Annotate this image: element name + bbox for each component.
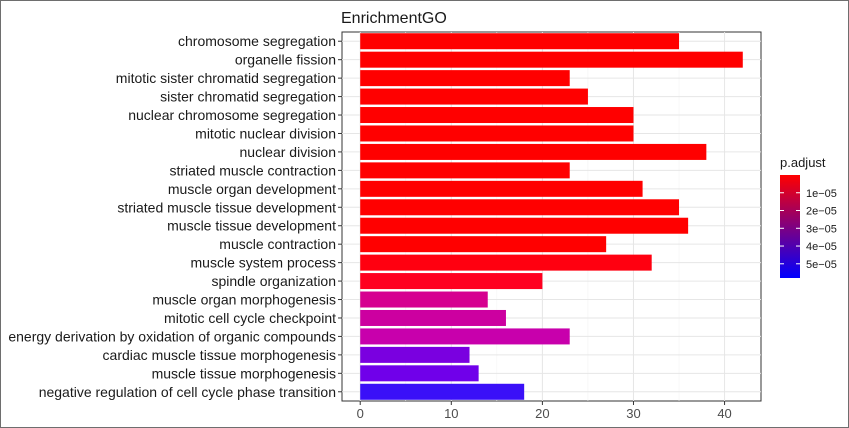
bar	[360, 309, 506, 326]
category-label: mitotic sister chromatid segregation	[116, 70, 336, 86]
bar	[360, 254, 652, 271]
category-label: muscle organ morphogenesis	[152, 292, 336, 308]
legend-title: p.adjust	[780, 155, 826, 170]
category-label: spindle organization	[211, 273, 336, 289]
bar	[360, 291, 488, 308]
category-labels: chromosome segregation organelle fission m…	[8, 33, 342, 400]
colorbar	[780, 175, 800, 278]
colorbar-tick-label: 4e−05	[806, 241, 837, 253]
category-label: mitotic nuclear division	[195, 125, 336, 141]
bar	[360, 51, 743, 68]
colorbar-tick-label: 5e−05	[806, 259, 837, 271]
category-label: mitotic cell cycle checkpoint	[164, 310, 336, 326]
bar	[360, 33, 680, 50]
category-label: muscle system process	[191, 255, 336, 271]
category-label: cardiac muscle tissue morphogenesis	[103, 347, 336, 363]
x-tick-label: 40	[717, 406, 731, 421]
x-tick-label: 0	[357, 406, 364, 421]
category-label: chromosome segregation	[178, 33, 336, 49]
category-label: nuclear chromosome segregation	[128, 107, 336, 123]
category-label: negative regulation of cell cycle phase …	[39, 384, 336, 400]
category-label: striated muscle tissue development	[117, 199, 336, 215]
category-label: muscle tissue development	[167, 218, 336, 234]
bar	[360, 143, 707, 160]
category-label: organelle fission	[235, 52, 336, 68]
x-tick-label: 10	[444, 406, 458, 421]
x-tick-label: 20	[535, 406, 549, 421]
bar	[360, 125, 634, 142]
colorbar-tick-label: 3e−05	[806, 223, 837, 235]
bar	[360, 365, 479, 382]
bar	[360, 236, 607, 253]
bar	[360, 217, 689, 234]
bar	[360, 88, 588, 105]
category-label: muscle contraction	[219, 236, 336, 252]
category-label: nuclear division	[240, 144, 337, 160]
colorbar-ticks: 1e−05 2e−05 3e−05 4e−05 5e−05	[780, 188, 837, 271]
category-label: energy derivation by oxidation of organi…	[8, 328, 336, 344]
bars	[360, 33, 743, 400]
bar	[360, 346, 470, 363]
category-label: muscle tissue morphogenesis	[152, 365, 336, 381]
bar	[360, 273, 543, 290]
colorbar-tick-label: 1e−05	[806, 188, 837, 200]
colorbar-tick-label: 2e−05	[806, 206, 837, 218]
category-label: sister chromatid segregation	[160, 89, 336, 105]
bar	[360, 328, 570, 345]
chart-title: EnrichmentGO	[341, 10, 447, 27]
x-tick-label: 30	[626, 406, 640, 421]
bar	[360, 383, 525, 400]
category-label: striated muscle contraction	[169, 162, 336, 178]
legend: p.adjust 1e−05 2e−05 3e−05 4e−05 5e−05	[780, 155, 837, 278]
x-axis-ticks: 0 10 20 30 40	[357, 401, 732, 421]
plot-panel	[341, 31, 762, 402]
bar	[360, 70, 570, 87]
bar	[360, 107, 634, 124]
category-label: muscle organ development	[168, 181, 336, 197]
bar	[360, 162, 570, 179]
bar	[360, 199, 680, 216]
bar	[360, 180, 643, 197]
